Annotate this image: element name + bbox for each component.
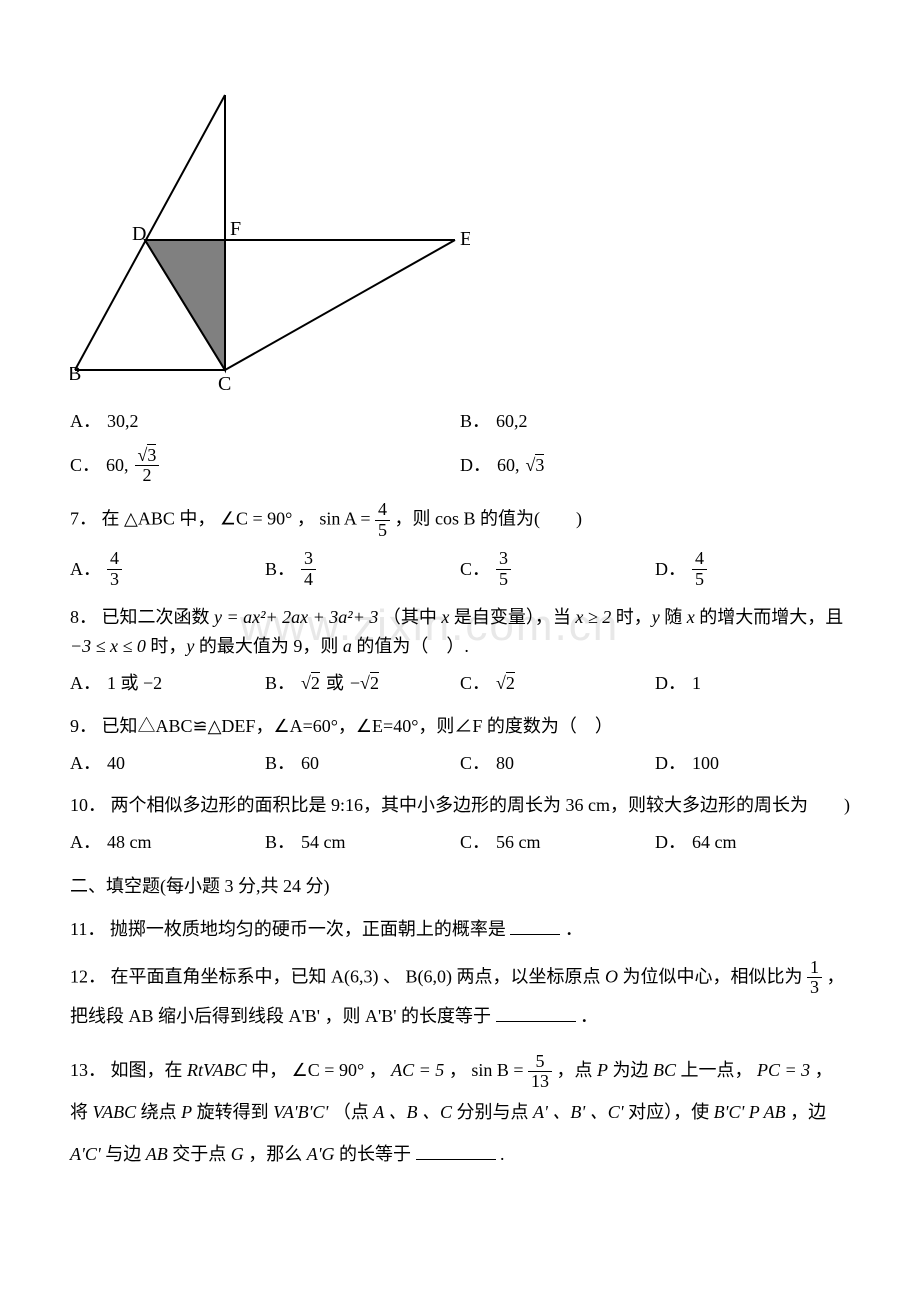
q8: www.zixin.com.cn 8． 已知二次函数 y = ax²+ 2ax … <box>70 603 850 661</box>
triangle-diagram: A D F E B C <box>70 90 470 390</box>
q6-option-b: B． 60,2 <box>460 407 850 436</box>
q6-options-row2: C． 60, √3 2 D． 60, √3 <box>70 446 850 487</box>
svg-text:D: D <box>132 223 146 245</box>
svg-text:A: A <box>218 90 233 95</box>
q9-option-c: C．80 <box>460 749 655 778</box>
q7-option-b: B． 34 <box>265 549 460 590</box>
q9: 9． 已知△ABC≌△DEF，∠A=60°，∠E=40°，则∠F 的度数为（ ） <box>70 712 850 741</box>
q6-figure: A D F E B C <box>70 90 850 399</box>
svg-text:B: B <box>70 363 81 385</box>
q11: 11． 抛掷一枚质地均匀的硬币一次，正面朝上的概率是 ． <box>70 915 850 944</box>
q8-option-c: C． √2 <box>460 669 655 698</box>
q6-option-c: C． 60, √3 2 <box>70 446 460 487</box>
q9-options: A．40 B．60 C．80 D．100 <box>70 749 850 778</box>
q10-option-c: C．56 cm <box>460 828 655 857</box>
q10: 10． 两个相似多边形的面积比是 9:16，其中小多边形的周长为 36 cm，则… <box>70 791 850 820</box>
q7-sin-fraction: 4 5 <box>375 500 390 541</box>
q13-blank <box>416 1142 496 1160</box>
q11-blank <box>510 917 560 935</box>
q9-option-b: B．60 <box>265 749 460 778</box>
svg-text:F: F <box>230 218 241 240</box>
section-2-header: 二、填空题(每小题 3 分,共 24 分) <box>70 872 850 901</box>
q6-option-a: A． 30,2 <box>70 407 460 436</box>
q8-option-a: A． 1 或 −2 <box>70 669 265 698</box>
q7: 7． 在 △ABC 中， ∠C = 90° ， sin A = 4 5 ，则 c… <box>70 500 850 541</box>
q12-blank <box>496 1004 576 1022</box>
q10-option-d: D．64 cm <box>655 828 850 857</box>
q10-option-b: B．54 cm <box>265 828 460 857</box>
q13-sinb-fraction: 5 13 <box>528 1052 552 1093</box>
q8-option-d: D． 1 <box>655 669 850 698</box>
q9-option-a: A．40 <box>70 749 265 778</box>
q8-option-b: B． √2 或 −√2 <box>265 669 460 698</box>
q9-option-d: D．100 <box>655 749 850 778</box>
q10-options: A．48 cm B．54 cm C．56 cm D．64 cm <box>70 828 850 857</box>
svg-text:C: C <box>218 373 231 390</box>
q10-option-a: A．48 cm <box>70 828 265 857</box>
q7-options: A． 43 B． 34 C． 35 D． 45 <box>70 549 850 590</box>
q12-ratio-fraction: 1 3 <box>807 958 822 999</box>
q6-options-row1: A． 30,2 B． 60,2 <box>70 407 850 436</box>
q7-option-d: D． 45 <box>655 549 850 590</box>
q6-c-fraction: √3 2 <box>135 446 160 487</box>
q7-option-a: A． 43 <box>70 549 265 590</box>
q6-option-d: D． 60, √3 <box>460 446 850 487</box>
q13: 13． 如图，在 RtVABC 中， ∠C = 90° ， AC = 5 ， s… <box>70 1050 850 1175</box>
q8-options: A． 1 或 −2 B． √2 或 −√2 C． √2 D． 1 <box>70 669 850 698</box>
q7-option-c: C． 35 <box>460 549 655 590</box>
svg-text:E: E <box>460 228 470 250</box>
q12: 12． 在平面直角坐标系中，已知 A(6,3) 、 B(6,0) 两点，以坐标原… <box>70 958 850 1036</box>
